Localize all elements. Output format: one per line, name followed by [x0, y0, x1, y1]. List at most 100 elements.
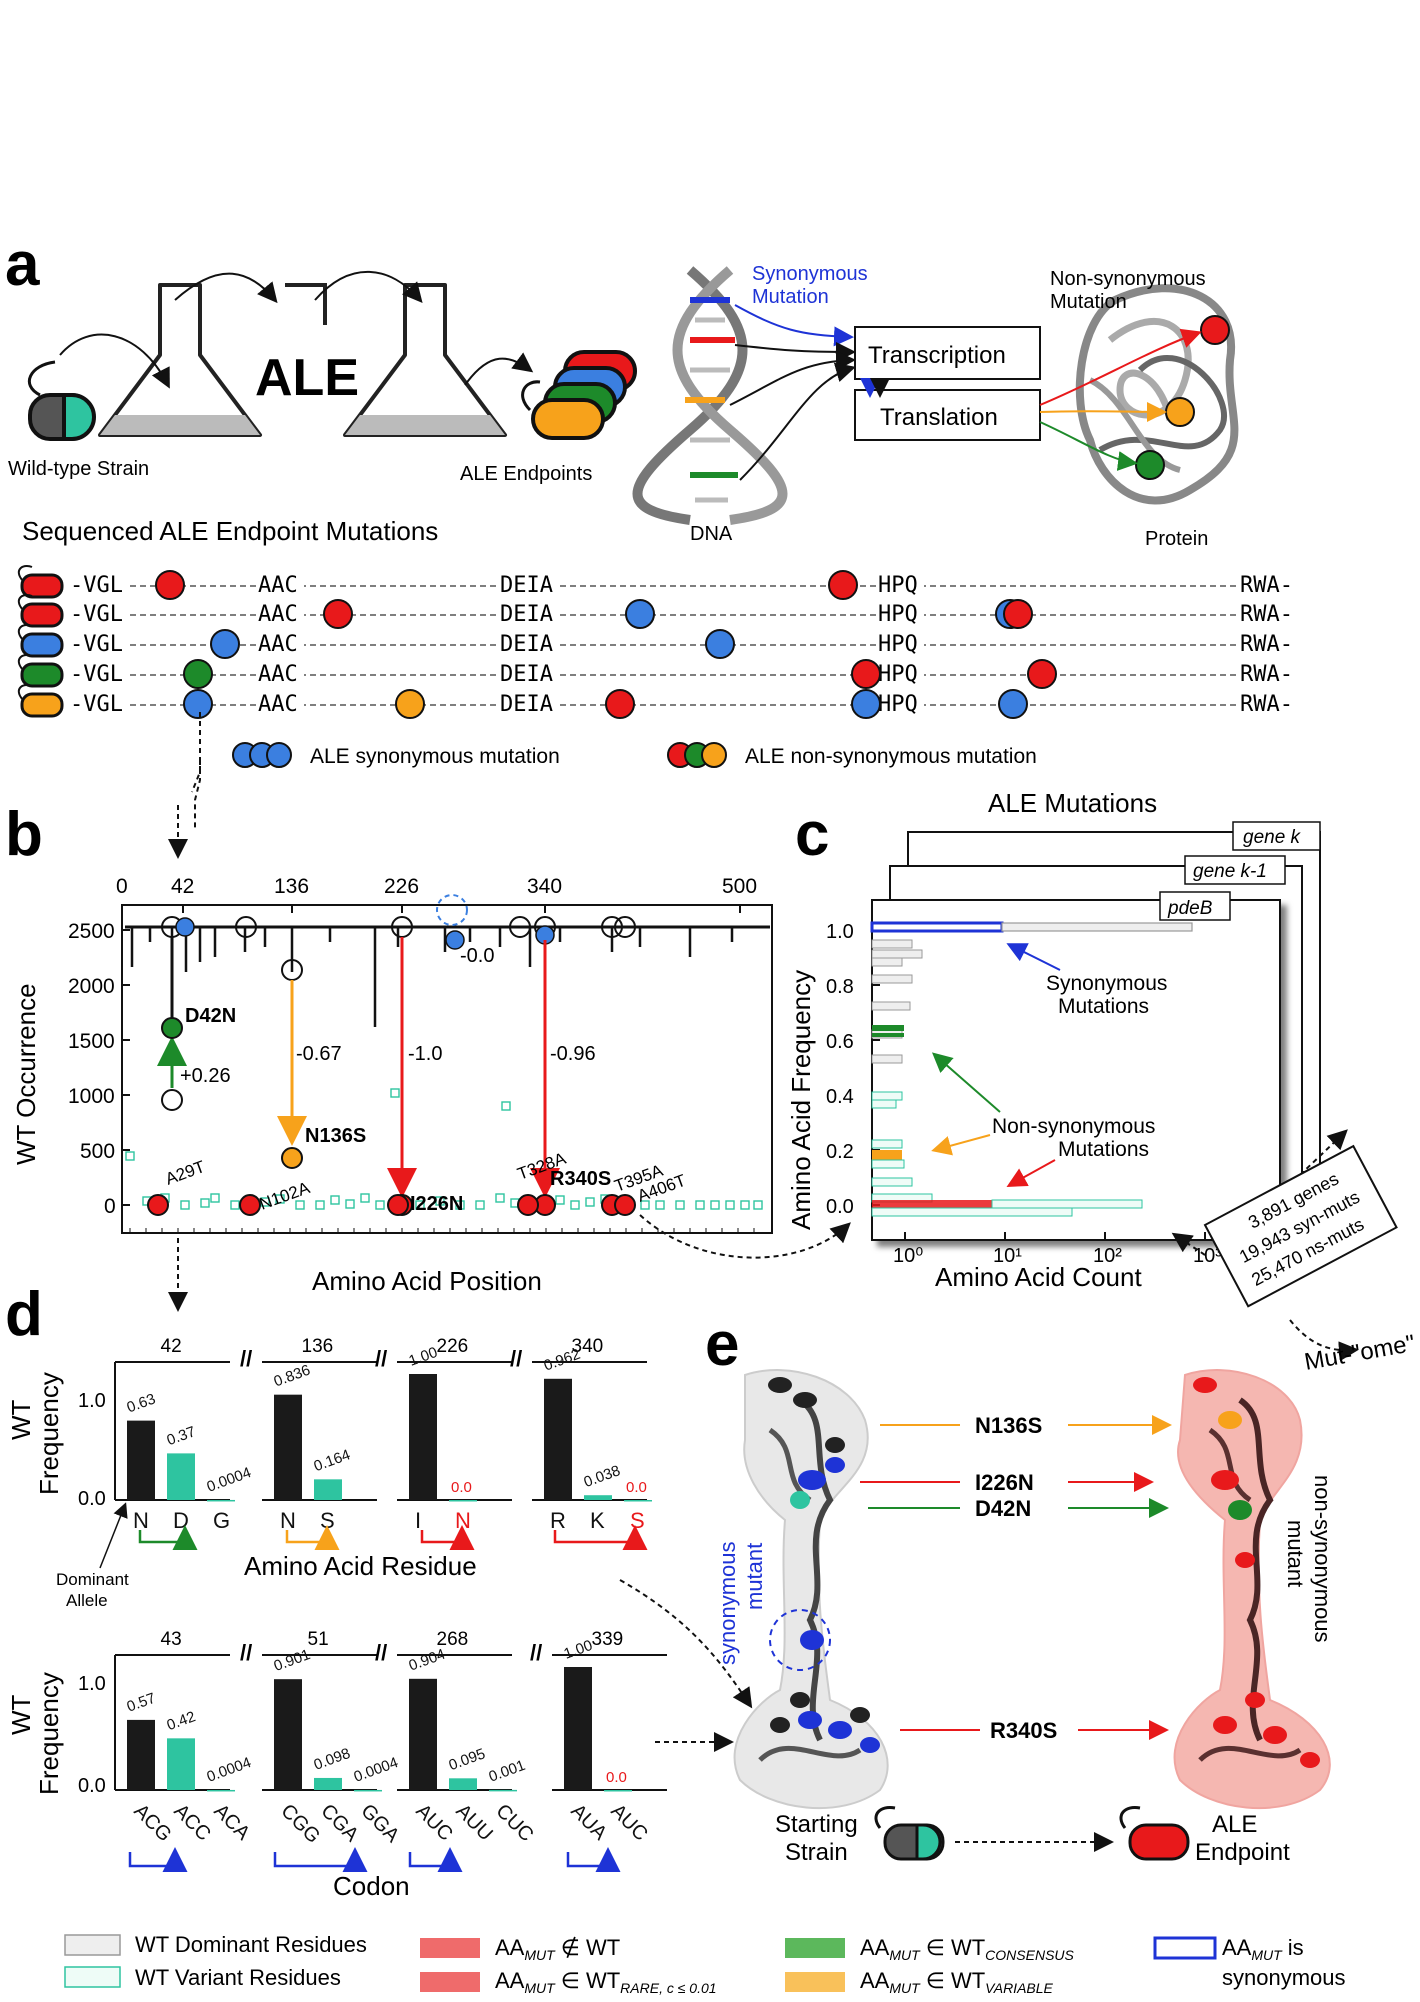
svg-text:Amino Acid Frequency: Amino Acid Frequency [786, 970, 816, 1230]
gene-k-label: gene k [1243, 827, 1302, 848]
codon-chart-axes: 1.0 0.0 [78, 1655, 116, 1797]
sequence-motif: DEIA [500, 573, 553, 598]
legend-syn-1: AAMUT is [1222, 1935, 1304, 1963]
variant-square [260, 1197, 270, 1207]
nonsyn-mutant-label: non-synonymous mutant [1283, 1475, 1335, 1643]
axis-break-mark: // [510, 1346, 522, 1371]
syn-mutations-label-2: Mutations [1058, 995, 1149, 1018]
sequence-motif: DEIA [500, 662, 553, 687]
bar-value-label: 0.0 [451, 1479, 472, 1496]
bar-value-label: 0.038 [582, 1462, 623, 1491]
dominant-allele-2: Allele [66, 1591, 108, 1610]
sequence-motif: RWA- [1240, 692, 1293, 717]
codon-tick-label: AUU [451, 1800, 496, 1845]
legend-notin: AAMUT ∉ WT [495, 1935, 620, 1963]
variant-square [345, 1199, 355, 1209]
panel-b-ticks: 0 42 136 226 340 500 0 500 1000 1500 2000 2500 [68, 875, 757, 1233]
panel-c-xlabel: Amino Acid Count [935, 1262, 1142, 1292]
codon-tick-label: ACC [169, 1800, 214, 1845]
variant-square [180, 1200, 190, 1210]
y-tick-label: 0.0 [78, 1488, 106, 1510]
bar [274, 1394, 302, 1500]
bar [564, 1667, 592, 1790]
group-position-label: 136 [302, 1336, 334, 1357]
axis-break-mark: // [240, 1640, 252, 1665]
group-position-label: 340 [572, 1336, 604, 1357]
sequence-motif: DEIA [500, 632, 553, 657]
bar [409, 1678, 437, 1790]
panel-a: a Wild-type Strain ALE [5, 230, 1300, 859]
legend-wt-variant: WT Variant Residues [135, 1965, 341, 1990]
bar-group-42: 42 0.63 N 0.37 D 0.0004 G [115, 1336, 253, 1533]
bar-value-label: 0.63 [125, 1390, 158, 1416]
group-position-label: 51 [308, 1629, 329, 1650]
panel-e: e synonymous mutant [705, 1310, 1335, 1866]
sequence-motif: -VGL [70, 573, 123, 598]
mutation-dot [155, 570, 185, 600]
endpoint-bacterium-icon [17, 594, 64, 628]
legend-wt-dominant: WT Dominant Residues [135, 1932, 367, 1957]
wt-dominant-circle-markers [161, 894, 636, 950]
svg-text:mutant: mutant [1283, 1520, 1308, 1587]
endpoint-bacterium-icon [17, 654, 64, 688]
variant-square [360, 1193, 370, 1203]
bar-value-label: 1.00 [562, 1637, 595, 1663]
panel-d-ylabel-top: WT Frequency [6, 1372, 64, 1495]
x-tick-label: 10¹ [993, 1245, 1022, 1267]
summary-box: 3,891 genes 19,943 syn-muts 25,470 ns-mu… [1203, 1144, 1398, 1308]
bar-value-label: 0.0004 [205, 1754, 254, 1786]
y-tick-label: 1.0 [78, 1390, 106, 1412]
starting-protein-structure-icon [733, 1369, 889, 1810]
codon-tick-label: CGA [316, 1800, 363, 1847]
syn-mutant-label: synonymous mutant [715, 1541, 767, 1665]
variant-square [675, 1200, 685, 1210]
bar [167, 1738, 195, 1790]
legend-syn-label: ALE synonymous mutation [310, 745, 560, 768]
y-tick-label: 2000 [68, 975, 115, 998]
panel-b: b 0 42 136 226 340 500 0 500 1000 1500 2000 2500 WT… [5, 800, 851, 1312]
e-mutation-i226n: I226N [975, 1470, 1034, 1495]
residue-tick-label: D [173, 1508, 189, 1533]
legend-swatch-variable [785, 1972, 845, 1992]
histogram-bars [870, 921, 1193, 1217]
sequence-motif: RWA- [1240, 602, 1293, 627]
mutation-dot [605, 689, 635, 719]
bar-value-label: 0.37 [165, 1423, 198, 1449]
mutation-dot [210, 629, 240, 659]
svg-text:Frequency: Frequency [34, 1372, 64, 1495]
legend-swatch-consensus [785, 1938, 845, 1958]
group-position-label: 43 [161, 1629, 182, 1650]
translation-box [854, 389, 1041, 441]
bar-value-label: 0.164 [312, 1446, 353, 1475]
panel-label-e: e [705, 1310, 739, 1379]
sequence-motif: AAC [258, 692, 298, 717]
y-tick-label: 0.0 [826, 1196, 854, 1218]
bottom-legend: WT Dominant Residues WT Variant Residues… [64, 1932, 1346, 1996]
mutation-r340s-label: R340S [550, 1168, 611, 1190]
variant-square [455, 1200, 465, 1210]
variant-square [375, 1200, 385, 1210]
y-tick-label: 0.4 [826, 1086, 854, 1108]
legend-syn-2: synonymous [1222, 1965, 1346, 1990]
mutation-dot [705, 629, 735, 659]
pdeb-frame [871, 899, 1281, 1241]
dna-helix-icon [632, 266, 788, 525]
svg-text:Frequency: Frequency [34, 1672, 64, 1795]
nonsyn-mutation-legend-icon [667, 742, 727, 768]
y-tick-label: 0.0 [78, 1775, 106, 1797]
bar [127, 1420, 155, 1500]
panel-c-ticks: 0.0 0.2 0.4 0.6 0.8 1.0 10⁰ 10¹ 10² 10³ [826, 921, 1222, 1267]
bar [489, 1789, 517, 1792]
mutation-dot [851, 659, 881, 689]
sequence-motif: AAC [258, 573, 298, 598]
bar-value-label: 0.901 [272, 1646, 313, 1675]
aa-residue-xlabel: Amino Acid Residue [244, 1551, 477, 1581]
codon-tick-label: AUC [606, 1800, 651, 1845]
e-mutation-n136s: N136S [975, 1413, 1042, 1438]
svg-text:WT: WT [6, 1399, 36, 1440]
panel-d-bar-charts: 1.0 0.0 42 0.63 N 0.37 D 0.0004 G 136 0.836 N 0.164 S… [78, 1336, 667, 1872]
bar-value-label: 1.00 [407, 1344, 440, 1370]
